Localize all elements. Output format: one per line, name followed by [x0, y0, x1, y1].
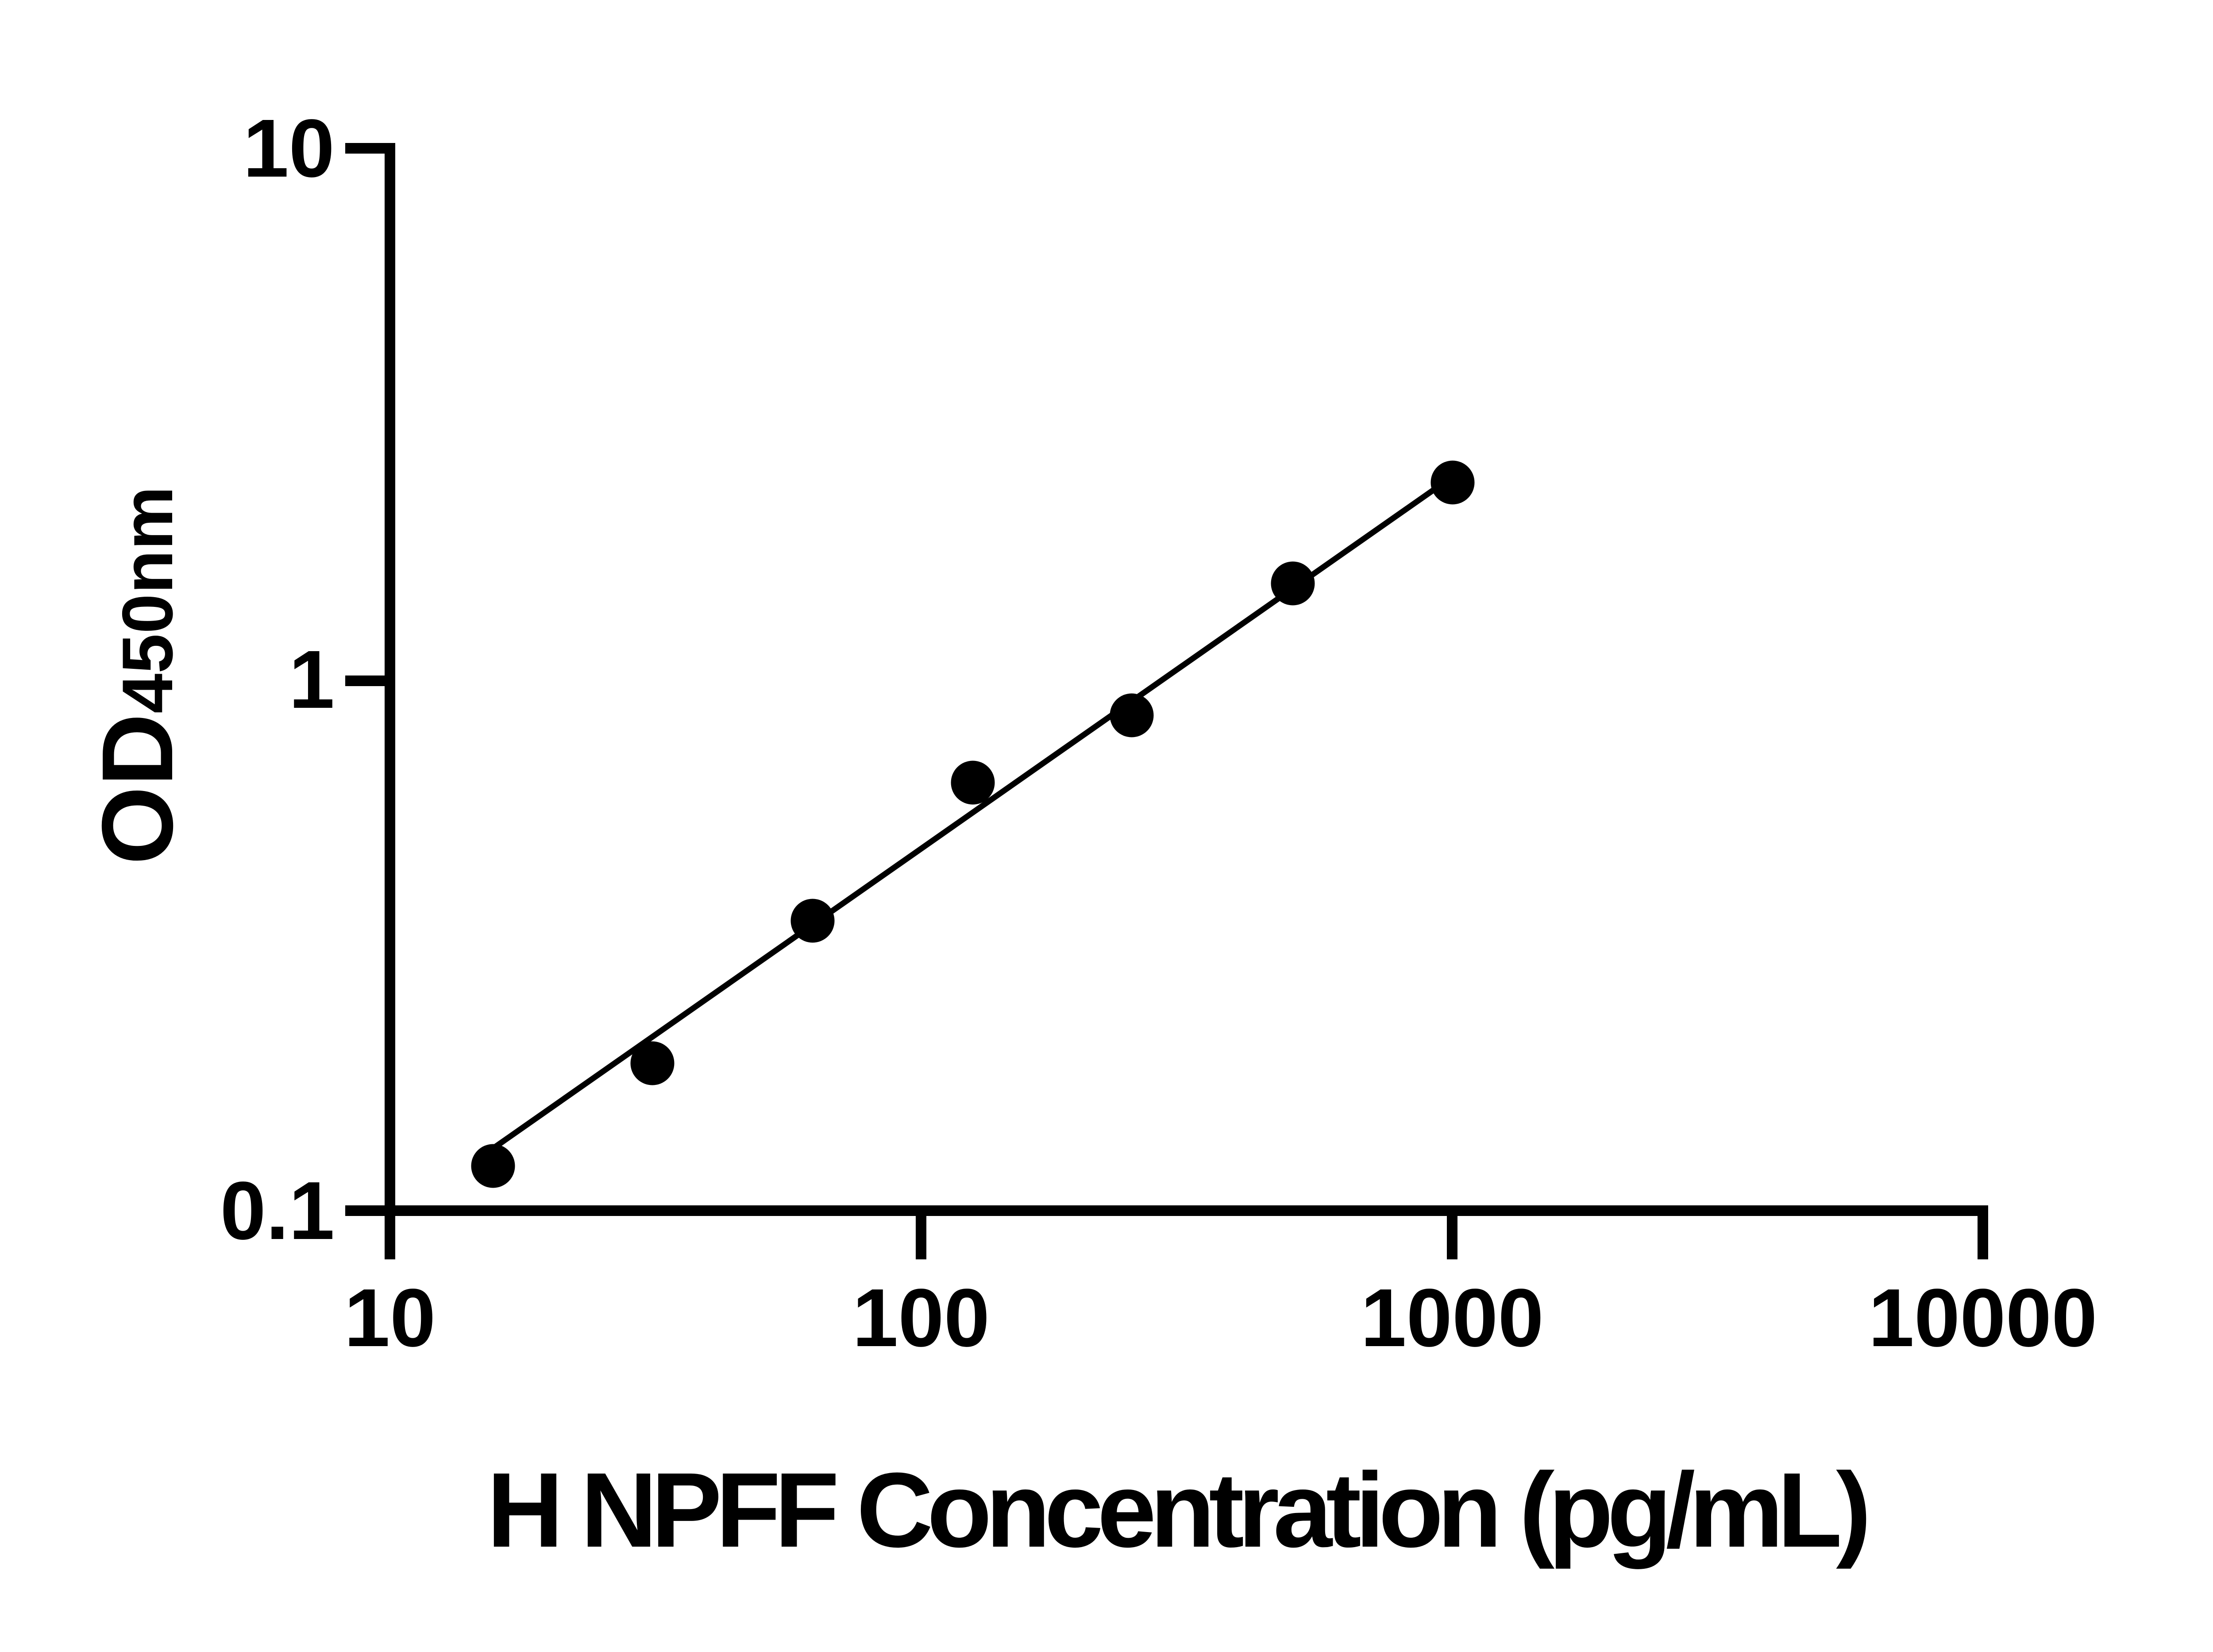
svg-text:H NPFF Concentration (pg/mL): H NPFF Concentration (pg/mL) — [487, 1451, 1866, 1569]
svg-text:1: 1 — [289, 634, 335, 726]
svg-text:100: 100 — [852, 1272, 990, 1364]
svg-text:OD450nm: OD450nm — [81, 486, 194, 865]
svg-text:1000: 1000 — [1361, 1272, 1544, 1364]
svg-text:10: 10 — [243, 103, 335, 194]
svg-text:0.1: 0.1 — [220, 1165, 335, 1257]
svg-text:10000: 10000 — [1868, 1272, 2097, 1364]
svg-text:10: 10 — [344, 1272, 436, 1364]
